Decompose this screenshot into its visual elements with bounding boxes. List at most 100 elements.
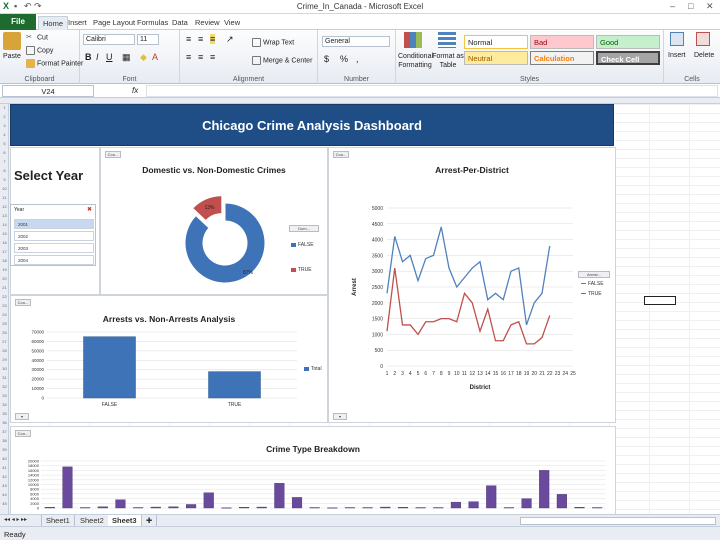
- tab-page-layout[interactable]: Page Layout: [93, 18, 136, 27]
- row-number[interactable]: 10: [2, 186, 7, 191]
- tab-file[interactable]: File: [0, 14, 36, 30]
- row-number[interactable]: 35: [2, 411, 7, 416]
- row-number[interactable]: 39: [2, 447, 7, 452]
- underline-icon[interactable]: U: [106, 52, 113, 62]
- row-number[interactable]: 17: [2, 249, 7, 254]
- row-number[interactable]: 41: [2, 465, 7, 470]
- comma-icon[interactable]: ,: [356, 54, 359, 64]
- font-size-select[interactable]: 11: [137, 34, 159, 45]
- district-axis-filter[interactable]: ▾: [333, 413, 347, 420]
- slicer-item-2004[interactable]: 2004: [14, 255, 94, 265]
- style-bad[interactable]: Bad: [530, 35, 594, 49]
- row-number[interactable]: 24: [2, 312, 7, 317]
- delete-icon[interactable]: [696, 32, 710, 46]
- formula-input[interactable]: [146, 85, 718, 97]
- row-number[interactable]: 31: [2, 375, 7, 380]
- new-sheet-icon[interactable]: ✚: [142, 515, 158, 527]
- align-bottom-icon[interactable]: ≡: [210, 34, 216, 44]
- tab-data[interactable]: Data: [172, 18, 188, 27]
- font-name-select[interactable]: Calibri: [83, 34, 135, 45]
- row-number[interactable]: 4: [3, 132, 6, 137]
- sheet-nav-icon[interactable]: ◂◂ ◂ ▸ ▸▸: [0, 515, 42, 527]
- row-number[interactable]: 15: [2, 231, 7, 236]
- font-color-icon[interactable]: A: [152, 52, 159, 62]
- row-number[interactable]: 18: [2, 258, 7, 263]
- domestic-filter-button[interactable]: Cou...: [105, 151, 121, 158]
- align-right-icon[interactable]: ≡: [210, 52, 216, 62]
- paste-button[interactable]: Paste: [3, 53, 21, 60]
- orientation-icon[interactable]: ↗: [226, 34, 234, 44]
- row-number[interactable]: 32: [2, 384, 7, 389]
- name-box[interactable]: V24: [2, 85, 94, 97]
- number-format-select[interactable]: General: [322, 36, 390, 47]
- row-number[interactable]: 5: [3, 141, 6, 146]
- row-number[interactable]: 13: [2, 213, 7, 218]
- copy-button[interactable]: Copy: [26, 46, 53, 55]
- selected-cell[interactable]: [644, 296, 676, 305]
- crime-filter-button[interactable]: Cou...: [15, 430, 31, 437]
- arrests-filter-button[interactable]: Cou...: [15, 299, 31, 306]
- slicer-item-2002[interactable]: 2002: [14, 231, 94, 241]
- delete-button[interactable]: Delete: [694, 52, 715, 59]
- clear-filter-icon[interactable]: ✖: [87, 207, 93, 213]
- style-check-cell[interactable]: Check Cell: [596, 51, 660, 65]
- row-number[interactable]: 1: [3, 105, 6, 110]
- row-number[interactable]: 16: [2, 240, 7, 245]
- row-number[interactable]: 38: [2, 438, 7, 443]
- row-number[interactable]: 9: [3, 177, 6, 182]
- tab-sheet3[interactable]: Sheet3: [108, 515, 142, 527]
- row-number[interactable]: 30: [2, 366, 7, 371]
- undo-icon[interactable]: ↶: [24, 1, 32, 11]
- domestic-legend-filter[interactable]: Dom...: [289, 225, 319, 232]
- insert-icon[interactable]: [670, 32, 684, 46]
- row-number[interactable]: 2: [3, 114, 6, 119]
- horizontal-scrollbar[interactable]: [520, 517, 716, 525]
- row-number[interactable]: 23: [2, 303, 7, 308]
- row-number[interactable]: 45: [2, 501, 7, 506]
- row-number[interactable]: 36: [2, 420, 7, 425]
- row-number[interactable]: 14: [2, 222, 7, 227]
- tab-home[interactable]: Home: [38, 16, 69, 30]
- row-number[interactable]: 21: [2, 285, 7, 290]
- row-number[interactable]: 22: [2, 294, 7, 299]
- minimize-icon[interactable]: –: [670, 1, 676, 11]
- row-number[interactable]: 29: [2, 357, 7, 362]
- row-number[interactable]: 28: [2, 348, 7, 353]
- tab-view[interactable]: View: [224, 18, 241, 27]
- format-table-button[interactable]: Format as Table: [432, 53, 464, 69]
- tab-insert[interactable]: Insert: [68, 18, 87, 27]
- redo-icon[interactable]: ↷: [34, 1, 42, 11]
- close-icon[interactable]: ✕: [706, 1, 714, 11]
- align-center-icon[interactable]: ≡: [198, 52, 204, 62]
- conditional-formatting-icon[interactable]: [404, 32, 422, 48]
- row-number[interactable]: 37: [2, 429, 7, 434]
- row-number[interactable]: 44: [2, 492, 7, 497]
- tab-formulas[interactable]: Formulas: [137, 18, 169, 27]
- percent-icon[interactable]: %: [340, 54, 349, 64]
- row-number[interactable]: 42: [2, 474, 7, 479]
- row-number[interactable]: 26: [2, 330, 7, 335]
- cut-button[interactable]: ✂ Cut: [26, 33, 48, 42]
- row-number[interactable]: 7: [3, 159, 6, 164]
- tab-review[interactable]: Review: [195, 18, 220, 27]
- fx-icon[interactable]: fx: [132, 86, 139, 95]
- format-table-icon[interactable]: [438, 32, 456, 48]
- currency-icon[interactable]: $: [324, 54, 330, 64]
- bold-icon[interactable]: B: [85, 52, 92, 62]
- paste-icon[interactable]: [3, 32, 21, 50]
- style-calculation[interactable]: Calculation: [530, 51, 594, 65]
- style-good[interactable]: Good: [596, 35, 660, 49]
- row-number[interactable]: 11: [2, 195, 7, 200]
- wrap-text-button[interactable]: Wrap Text: [252, 38, 294, 47]
- row-number[interactable]: 40: [2, 456, 7, 461]
- row-number[interactable]: 33: [2, 393, 7, 398]
- fill-color-icon[interactable]: ◆: [140, 52, 147, 62]
- conditional-formatting-button[interactable]: Conditional Formatting: [398, 53, 434, 69]
- align-top-icon[interactable]: ≡: [186, 34, 192, 44]
- row-number[interactable]: 25: [2, 321, 7, 326]
- insert-button[interactable]: Insert: [668, 52, 686, 59]
- row-number[interactable]: 8: [3, 168, 6, 173]
- row-number[interactable]: 6: [3, 150, 6, 155]
- district-filter-button[interactable]: Cou...: [333, 151, 349, 158]
- district-legend-filter[interactable]: Arrest...: [578, 271, 610, 278]
